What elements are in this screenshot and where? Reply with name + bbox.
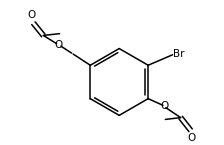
Text: O: O: [28, 10, 36, 20]
Text: O: O: [187, 133, 196, 143]
Text: O: O: [55, 40, 63, 50]
Text: Br: Br: [173, 49, 185, 59]
Text: O: O: [160, 101, 168, 111]
